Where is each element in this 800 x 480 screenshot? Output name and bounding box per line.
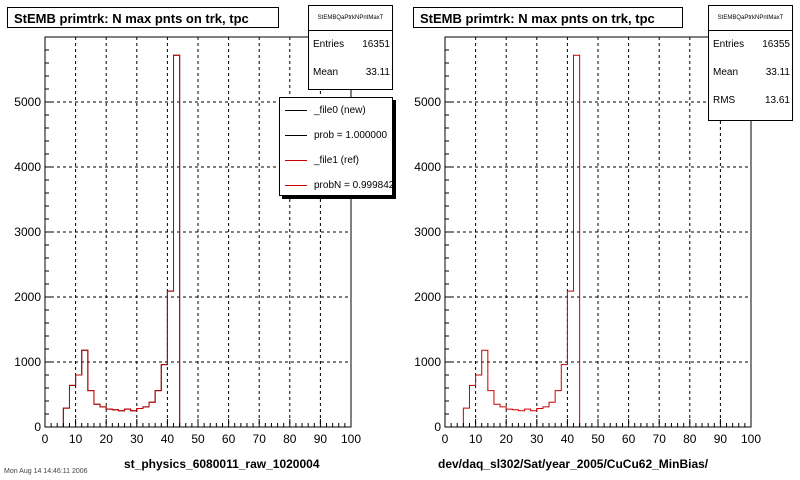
right-y-tick-label-0: 0 <box>434 420 441 434</box>
left-x-tick-label-60: 60 <box>222 432 236 446</box>
right-y-tick-label-1000: 1000 <box>414 355 441 369</box>
legend-entry-file1: _file1 (ref) <box>280 148 392 173</box>
right-stats-rms-value: 13.61 <box>764 95 790 106</box>
legend-label-file1: _file1 (ref) <box>314 155 360 166</box>
left-x-tick-label-100: 100 <box>341 432 361 446</box>
left-x-tick-label-70: 70 <box>253 432 267 446</box>
left-legend: _file0 (new) prob = 1.000000 _file1 (ref… <box>279 97 393 196</box>
legend-label-prob: prob = 1.000000 <box>314 130 388 141</box>
left-x-tick-label-80: 80 <box>283 432 297 446</box>
footer-timestamp: Mon Aug 14 14:46:11 2006 <box>4 468 88 475</box>
right-x-tick-label-70: 70 <box>653 432 667 446</box>
right-y-tick-label-5000: 5000 <box>414 95 441 109</box>
left-x-tick-label-0: 0 <box>42 432 49 446</box>
right-stats-rms-label: RMS <box>713 95 736 106</box>
right-x-tick-label-80: 80 <box>683 432 697 446</box>
left-histogram-panel: 0 10 20 30 40 50 60 70 80 90 100 0 1000 2000 3000 4000 5… <box>7 5 393 471</box>
right-x-axis-label: dev/daq_sl302/Sat/year_2005/CuCu62_MinBi… <box>438 457 709 471</box>
left-stats-mean: Mean 33.11 <box>309 59 392 87</box>
right-stats-rms: RMS 13.61 <box>709 87 792 115</box>
left-stats-mean-value: 33.11 <box>365 67 390 78</box>
right-y-tick-label-2000: 2000 <box>414 290 441 304</box>
left-y-tick-label-5000: 5000 <box>14 95 41 109</box>
right-y-tick-label-4000: 4000 <box>414 160 441 174</box>
right-stats-entries-value: 16355 <box>762 39 790 50</box>
legend-label-file0: _file0 (new) <box>314 105 366 116</box>
right-stats-entries: Entries 16355 <box>709 31 792 59</box>
right-x-tick-label-50: 50 <box>591 432 605 446</box>
legend-label-probn: probN = 0.999842 <box>314 180 393 191</box>
left-x-tick-label-40: 40 <box>161 432 175 446</box>
right-stats-mean: Mean 33.11 <box>709 59 792 87</box>
legend-swatch-prob <box>285 135 307 136</box>
right-histogram-panel: 0 10 20 30 40 50 60 70 80 90 100 0 1000 2000 3000 4000 5… <box>400 0 800 480</box>
left-histogram-title: StEMB primtrk: N max pnts on trk, tpc <box>7 7 279 28</box>
legend-entry-file0: _file0 (new) <box>280 98 392 123</box>
right-y-tick-label-3000: 3000 <box>414 225 441 239</box>
left-y-tick-label-3000: 3000 <box>14 225 41 239</box>
left-stats-box: StEMBQaPtrkNPntMaxT Entries 16351 Mean 3… <box>308 5 393 90</box>
left-x-tick-label-90: 90 <box>314 432 328 446</box>
left-y-tick-label-2000: 2000 <box>14 290 41 304</box>
left-y-tick-label-1000: 1000 <box>14 355 41 369</box>
right-x-tick-label-0: 0 <box>442 432 449 446</box>
legend-swatch-probn <box>285 185 307 186</box>
left-stats-mean-label: Mean <box>313 67 339 78</box>
right-histogram-plot: 0 10 20 30 40 50 60 70 80 90 100010002000300040005… <box>414 36 761 446</box>
left-x-tick-label-30: 30 <box>130 432 144 446</box>
right-stats-name: StEMBQaPtrkNPntMaxT <box>709 6 792 31</box>
left-x-tick-label-10: 10 <box>69 432 83 446</box>
right-x-tick-label-10: 10 <box>469 432 483 446</box>
right-x-tick-label-20: 20 <box>500 432 514 446</box>
left-y-tick-label-0: 0 <box>34 420 41 434</box>
right-x-tick-label-90: 90 <box>714 432 728 446</box>
left-x-axis-label: st_physics_6080011_raw_1020004 <box>124 457 320 471</box>
legend-swatch-file1 <box>285 160 307 161</box>
right-stats-box: StEMBQaPtrkNPntMaxT Entries 16355 Mean 3… <box>708 5 793 121</box>
right-stats-mean-label: Mean <box>713 67 739 78</box>
right-x-tick-label-30: 30 <box>530 432 544 446</box>
left-stats-name: StEMBQaPtrkNPntMaxT <box>309 6 392 31</box>
right-histogram-title: StEMB primtrk: N max pnts on trk, tpc <box>413 7 683 28</box>
right-stats-mean-value: 33.11 <box>765 67 790 78</box>
legend-entry-prob: prob = 1.000000 <box>280 123 392 148</box>
left-stats-entries-label: Entries <box>313 39 345 50</box>
left-stats-entries-value: 16351 <box>362 39 390 50</box>
right-x-tick-label-100: 100 <box>741 432 761 446</box>
left-y-tick-label-4000: 4000 <box>14 160 41 174</box>
right-series-0-line <box>462 54 586 428</box>
right-x-tick-label-40: 40 <box>561 432 575 446</box>
left-stats-entries: Entries 16351 <box>309 31 392 59</box>
legend-entry-probn: probN = 0.999842 <box>280 173 393 195</box>
left-x-tick-label-20: 20 <box>100 432 114 446</box>
left-x-tick-label-50: 50 <box>191 432 205 446</box>
left-series-1-line <box>62 54 186 428</box>
right-stats-entries-label: Entries <box>713 39 745 50</box>
legend-swatch-file0 <box>285 110 307 111</box>
right-x-tick-label-60: 60 <box>622 432 636 446</box>
